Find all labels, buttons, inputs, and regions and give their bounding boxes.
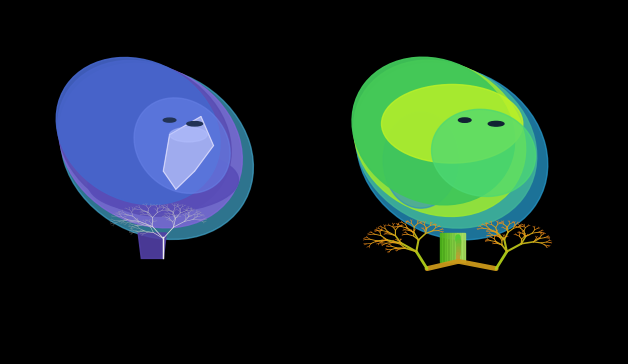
Polygon shape (447, 233, 450, 262)
Ellipse shape (59, 63, 242, 228)
Polygon shape (450, 233, 452, 262)
Ellipse shape (61, 66, 253, 240)
Ellipse shape (381, 84, 522, 163)
Polygon shape (452, 233, 455, 262)
Ellipse shape (431, 109, 536, 197)
Ellipse shape (355, 63, 537, 228)
Ellipse shape (170, 127, 207, 142)
Polygon shape (455, 233, 457, 262)
Ellipse shape (354, 60, 526, 217)
Polygon shape (457, 233, 460, 262)
Polygon shape (460, 233, 462, 262)
Ellipse shape (458, 118, 471, 122)
Ellipse shape (134, 98, 230, 193)
Polygon shape (445, 233, 447, 262)
Polygon shape (163, 116, 214, 189)
Ellipse shape (187, 122, 202, 126)
Polygon shape (138, 233, 166, 258)
Ellipse shape (489, 121, 504, 126)
Ellipse shape (58, 60, 231, 216)
Ellipse shape (163, 118, 176, 122)
Polygon shape (442, 233, 445, 262)
Ellipse shape (57, 58, 220, 205)
Polygon shape (462, 233, 465, 262)
Ellipse shape (352, 57, 514, 205)
Ellipse shape (383, 112, 458, 208)
Ellipse shape (357, 66, 548, 240)
Polygon shape (440, 233, 442, 262)
Ellipse shape (88, 151, 239, 213)
